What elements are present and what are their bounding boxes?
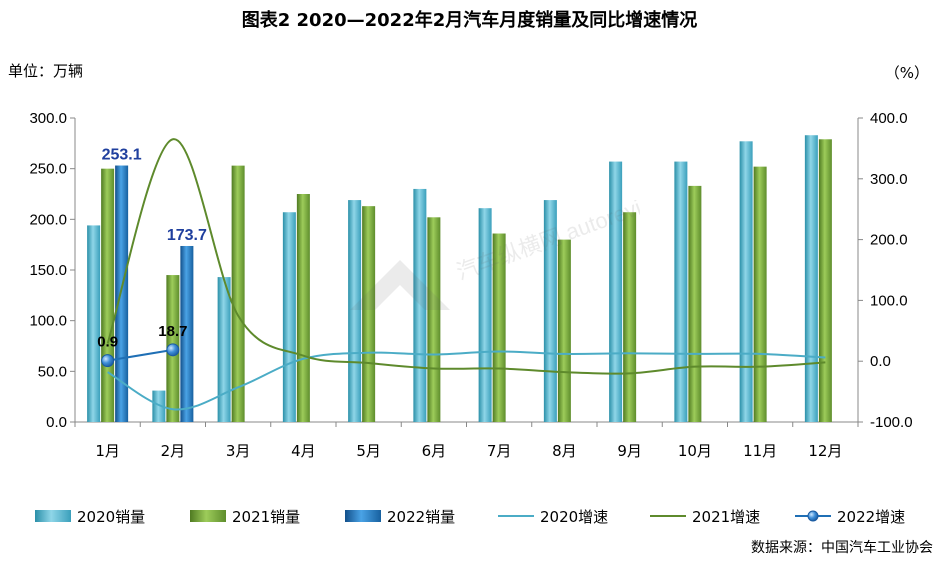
bar-2021销量 [818,139,832,422]
bar-2021销量 [557,239,571,422]
x-tick-label: 11月 [743,442,777,460]
legend-item: 2021增速 [650,508,760,526]
bar-2021销量 [427,217,441,422]
right-axis-unit: （%） [884,64,929,82]
x-tick-label: 9月 [617,442,642,460]
left-tick-label: 50.0 [38,363,67,380]
data-source-note: 数据来源：中国汽车工业协会 [751,540,933,556]
x-tick-label: 5月 [356,442,381,460]
right-tick-label: 400.0 [870,110,908,127]
bar-2021销量 [623,212,637,422]
right-tick-label: -100.0 [870,414,913,431]
x-tick-label: 4月 [291,442,316,460]
bar-2021销量 [296,194,310,422]
bar-2021销量 [753,166,767,422]
legend-swatch [35,510,71,522]
line-2020增速 [107,350,826,411]
left-tick-label: 250.0 [29,161,67,178]
legend-item: 2020增速 [498,508,608,526]
bar-2021销量 [362,206,376,422]
bar-2021销量 [492,233,506,422]
x-tick-label: 1月 [95,442,120,460]
bar-2020销量 [348,200,362,422]
left-tick-label: 200.0 [29,211,67,228]
x-tick-label: 12月 [808,442,842,460]
line-2022增速 [107,348,174,362]
left-tick-label: 150.0 [29,262,67,279]
data-label-2022-growth: 0.9 [97,334,118,351]
left-tick-label: 0.0 [46,414,67,431]
data-label-2022-sales: 173.7 [167,227,207,244]
legend-item: 2021销量 [190,508,300,526]
bar-2022销量 [180,245,194,422]
x-tick-label: 8月 [552,442,577,460]
legend-swatch [345,510,381,522]
x-tick-label: 10月 [678,442,712,460]
bar-2020销量 [609,161,623,422]
bar-2020销量 [674,161,688,422]
bar-2020销量 [152,390,166,422]
legend-item: 2022销量 [345,508,455,526]
right-tick-label: 0.0 [870,353,891,370]
legend-label: 2021销量 [232,508,300,526]
bar-2020销量 [804,135,818,422]
left-axis-unit: 单位：万辆 [8,62,84,80]
legend-label: 2022增速 [837,508,905,526]
legend-swatch [190,510,226,522]
right-tick-label: 100.0 [870,292,908,309]
legend-label: 2020销量 [77,508,145,526]
chart-title: 图表2 2020—2022年2月汽车月度销量及同比增速情况 [241,10,698,31]
bar-2021销量 [101,168,115,422]
line-2021增速 [106,138,826,375]
legend-item: 2020销量 [35,508,145,526]
bar-2022销量 [115,165,129,422]
legend-label: 2022销量 [387,508,455,526]
legend-label: 2021增速 [692,508,760,526]
legend-label: 2020增速 [540,508,608,526]
x-tick-label: 7月 [487,442,512,460]
left-tick-label: 100.0 [29,313,67,330]
legend-marker [807,510,819,522]
legend-item: 2022增速 [795,508,905,526]
bar-2020销量 [217,277,231,422]
data-label-2022-growth: 18.7 [158,323,187,340]
x-tick-label: 3月 [226,442,251,460]
bar-2021销量 [231,165,245,423]
x-tick-label: 2月 [161,442,186,460]
bar-2020销量 [543,200,557,422]
x-tick-label: 6月 [422,442,447,460]
bar-2021销量 [688,185,702,422]
bar-2020销量 [478,208,492,422]
bar-2020销量 [739,141,753,422]
data-label-2022-sales: 253.1 [102,147,142,164]
right-tick-label: 300.0 [870,171,908,188]
right-tick-label: 200.0 [870,232,908,249]
bar-2020销量 [413,188,427,422]
point-2022增速 [166,343,180,357]
left-tick-label: 300.0 [29,110,67,127]
bar-2020销量 [87,225,101,422]
point-2022增速 [101,354,115,368]
bar-2020销量 [282,212,296,422]
